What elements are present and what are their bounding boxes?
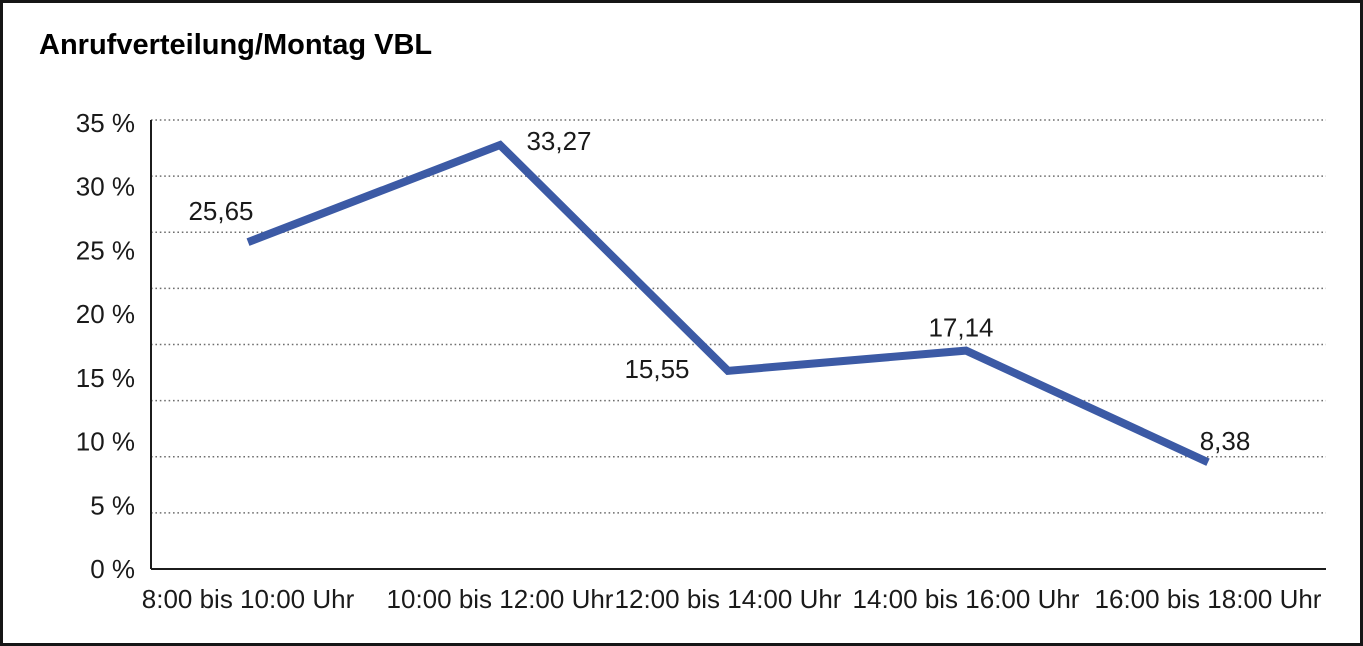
data-label: 17,14 [928,313,993,343]
data-line [246,140,1210,466]
data-label: 33,27 [526,126,591,156]
x-axis-label: 10:00 bis 12:00 Uhr [387,584,614,614]
data-label: 8,38 [1200,426,1251,456]
y-tick-label: 30 % [76,172,135,202]
y-tick-label: 25 % [76,235,135,265]
data-label: 15,55 [624,354,689,384]
data-label: 25,65 [188,196,253,226]
y-tick-label: 20 % [76,299,135,329]
y-tick-label: 5 % [90,490,135,520]
x-axis-label: 16:00 bis 18:00 Uhr [1095,584,1322,614]
y-tick-label: 10 % [76,427,135,457]
x-axis-label: 8:00 bis 10:00 Uhr [142,584,355,614]
y-tick-label: 15 % [76,363,135,393]
x-axis-label: 12:00 bis 14:00 Uhr [615,584,842,614]
y-tick-label: 0 % [90,554,135,584]
x-axis-label: 14:00 bis 16:00 Uhr [853,584,1080,614]
line-chart: 35 % 30 % 25 % 20 % 15 % 10 % 5 % 0 %8:00 bis 1… [76,108,1326,614]
y-tick-label: 35 % [76,108,135,138]
chart-title: Anrufverteilung/Montag VBL [39,29,433,61]
